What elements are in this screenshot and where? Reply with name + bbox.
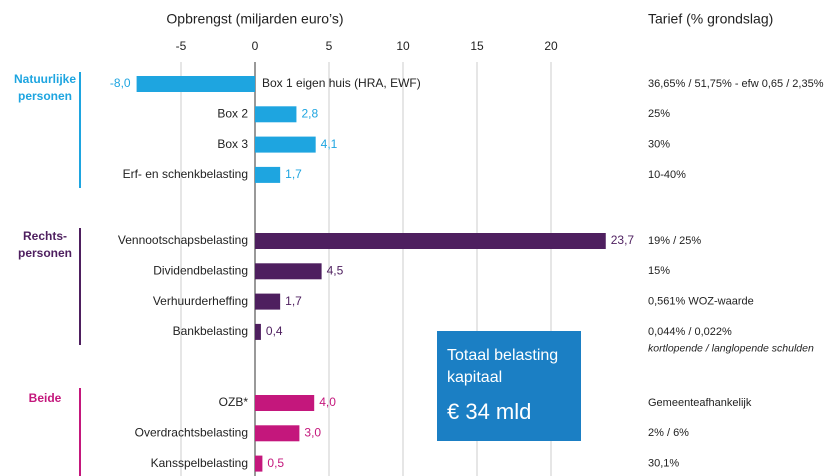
rate: 36,65% / 51,75% - efw 0,65 / 2,35% bbox=[648, 78, 824, 90]
rate: 19% / 25% bbox=[648, 235, 701, 247]
category-label: Bankbelasting bbox=[173, 324, 248, 338]
x-tick-label: 5 bbox=[326, 39, 333, 53]
bar bbox=[255, 293, 281, 310]
bar bbox=[255, 136, 316, 153]
bar bbox=[255, 263, 322, 280]
x-tick-label: 0 bbox=[252, 39, 259, 53]
bar bbox=[255, 106, 297, 123]
rate: 2% / 6% bbox=[648, 427, 689, 439]
bar bbox=[255, 425, 300, 442]
rate: Gemeenteafhankelijk bbox=[648, 397, 752, 409]
group-label: Natuurlijke personen bbox=[14, 72, 76, 103]
category-label: OZB* bbox=[219, 395, 249, 409]
group-label: Rechts-personen bbox=[18, 229, 72, 260]
bar bbox=[255, 323, 261, 340]
total-box-text: kapitaal bbox=[447, 369, 502, 386]
rate: 30% bbox=[648, 139, 670, 151]
category-label: Vennootschapsbelasting bbox=[118, 233, 248, 247]
value-label: 1,7 bbox=[285, 294, 302, 308]
category-label: Overdrachtsbelasting bbox=[135, 425, 248, 439]
value-label: 4,1 bbox=[321, 137, 338, 151]
category-label: Verhuurderheffing bbox=[153, 294, 248, 308]
value-label: 0,5 bbox=[267, 456, 284, 470]
value-label: 4,0 bbox=[319, 395, 336, 409]
value-label: 3,0 bbox=[304, 425, 321, 439]
bar bbox=[255, 166, 281, 183]
bar bbox=[255, 455, 263, 472]
value-label: 0,4 bbox=[266, 324, 283, 338]
x-tick-label: -5 bbox=[176, 39, 187, 53]
value-label: 4,5 bbox=[327, 263, 344, 277]
rate: 0,044% / 0,022% bbox=[648, 326, 732, 338]
x-tick-label: 10 bbox=[396, 39, 410, 53]
total-box-text: Totaal belasting bbox=[447, 347, 558, 364]
rate: 0,561% WOZ-waarde bbox=[648, 296, 754, 308]
rate-header: Tarief (% grondslag) bbox=[648, 11, 773, 27]
value-label: 1,7 bbox=[285, 167, 302, 181]
rate: 25% bbox=[648, 108, 670, 120]
rate: 15% bbox=[648, 265, 670, 277]
total-box bbox=[437, 331, 581, 441]
category-label: Box 1 eigen huis (HRA, EWF) bbox=[262, 76, 421, 90]
value-label: 2,8 bbox=[301, 106, 318, 120]
x-tick-label: 20 bbox=[544, 39, 558, 53]
value-label: 23,7 bbox=[611, 233, 635, 247]
category-label: Box 3 bbox=[217, 137, 248, 151]
bar bbox=[255, 395, 315, 411]
bar bbox=[255, 233, 606, 249]
group-label: Beide bbox=[29, 391, 62, 405]
category-label: Erf- en schenkbelasting bbox=[123, 167, 248, 181]
x-axis-label: Opbrengst (miljarden euro’s) bbox=[166, 11, 343, 27]
value-label: -8,0 bbox=[110, 76, 131, 90]
bar bbox=[136, 76, 255, 92]
x-tick-label: 15 bbox=[470, 39, 484, 53]
rate: 10-40% bbox=[648, 169, 686, 181]
category-label: Box 2 bbox=[217, 106, 248, 120]
category-label: Kansspelbelasting bbox=[151, 456, 248, 470]
total-box-value: € 34 mld bbox=[447, 399, 531, 424]
rate-note: kortlopende / langlopende schulden bbox=[648, 343, 814, 355]
rate: 30,1% bbox=[648, 458, 679, 470]
category-label: Dividendbelasting bbox=[153, 263, 248, 277]
